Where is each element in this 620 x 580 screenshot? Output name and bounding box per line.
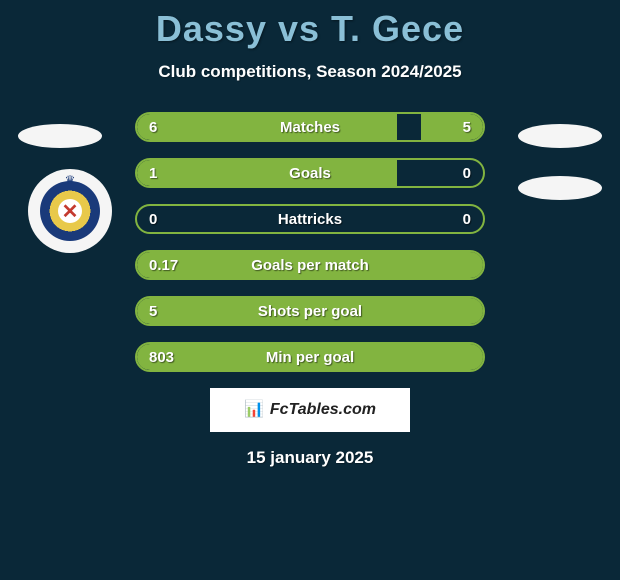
stat-label: Min per goal: [137, 344, 483, 370]
stat-label: Matches: [137, 114, 483, 140]
player-right-badge-placeholder-1: [518, 124, 602, 148]
stat-row: 10Goals: [135, 158, 485, 188]
brand-badge: 📊 FcTables.com: [210, 388, 410, 432]
date-text: 15 january 2025: [0, 448, 620, 468]
brand-text: FcTables.com: [270, 401, 376, 419]
stat-label: Shots per goal: [137, 298, 483, 324]
stat-row: 65Matches: [135, 112, 485, 142]
crown-icon: ♛: [65, 173, 76, 187]
stat-label: Goals: [137, 160, 483, 186]
club-badge-left: ♛: [28, 169, 112, 253]
stats-area: ♛ 65Matches 10Goals 00Hattricks 0.17Goals p…: [0, 112, 620, 372]
player-right-badge-placeholder-2: [518, 176, 602, 200]
chart-icon: 📊: [244, 399, 264, 419]
stat-row: 00Hattricks: [135, 204, 485, 234]
page-title: Dassy vs T. Gece: [0, 0, 620, 50]
stat-row: 0.17Goals per match: [135, 250, 485, 280]
stat-bars-container: 65Matches 10Goals 00Hattricks 0.17Goals per…: [135, 112, 485, 372]
club-badge-emblem: ♛: [40, 181, 100, 241]
page-subtitle: Club competitions, Season 2024/2025: [0, 62, 620, 82]
stat-row: 5Shots per goal: [135, 296, 485, 326]
player-left-badge-placeholder: [18, 124, 102, 148]
stat-row: 803Min per goal: [135, 342, 485, 372]
stat-label: Hattricks: [137, 206, 483, 232]
stat-label: Goals per match: [137, 252, 483, 278]
